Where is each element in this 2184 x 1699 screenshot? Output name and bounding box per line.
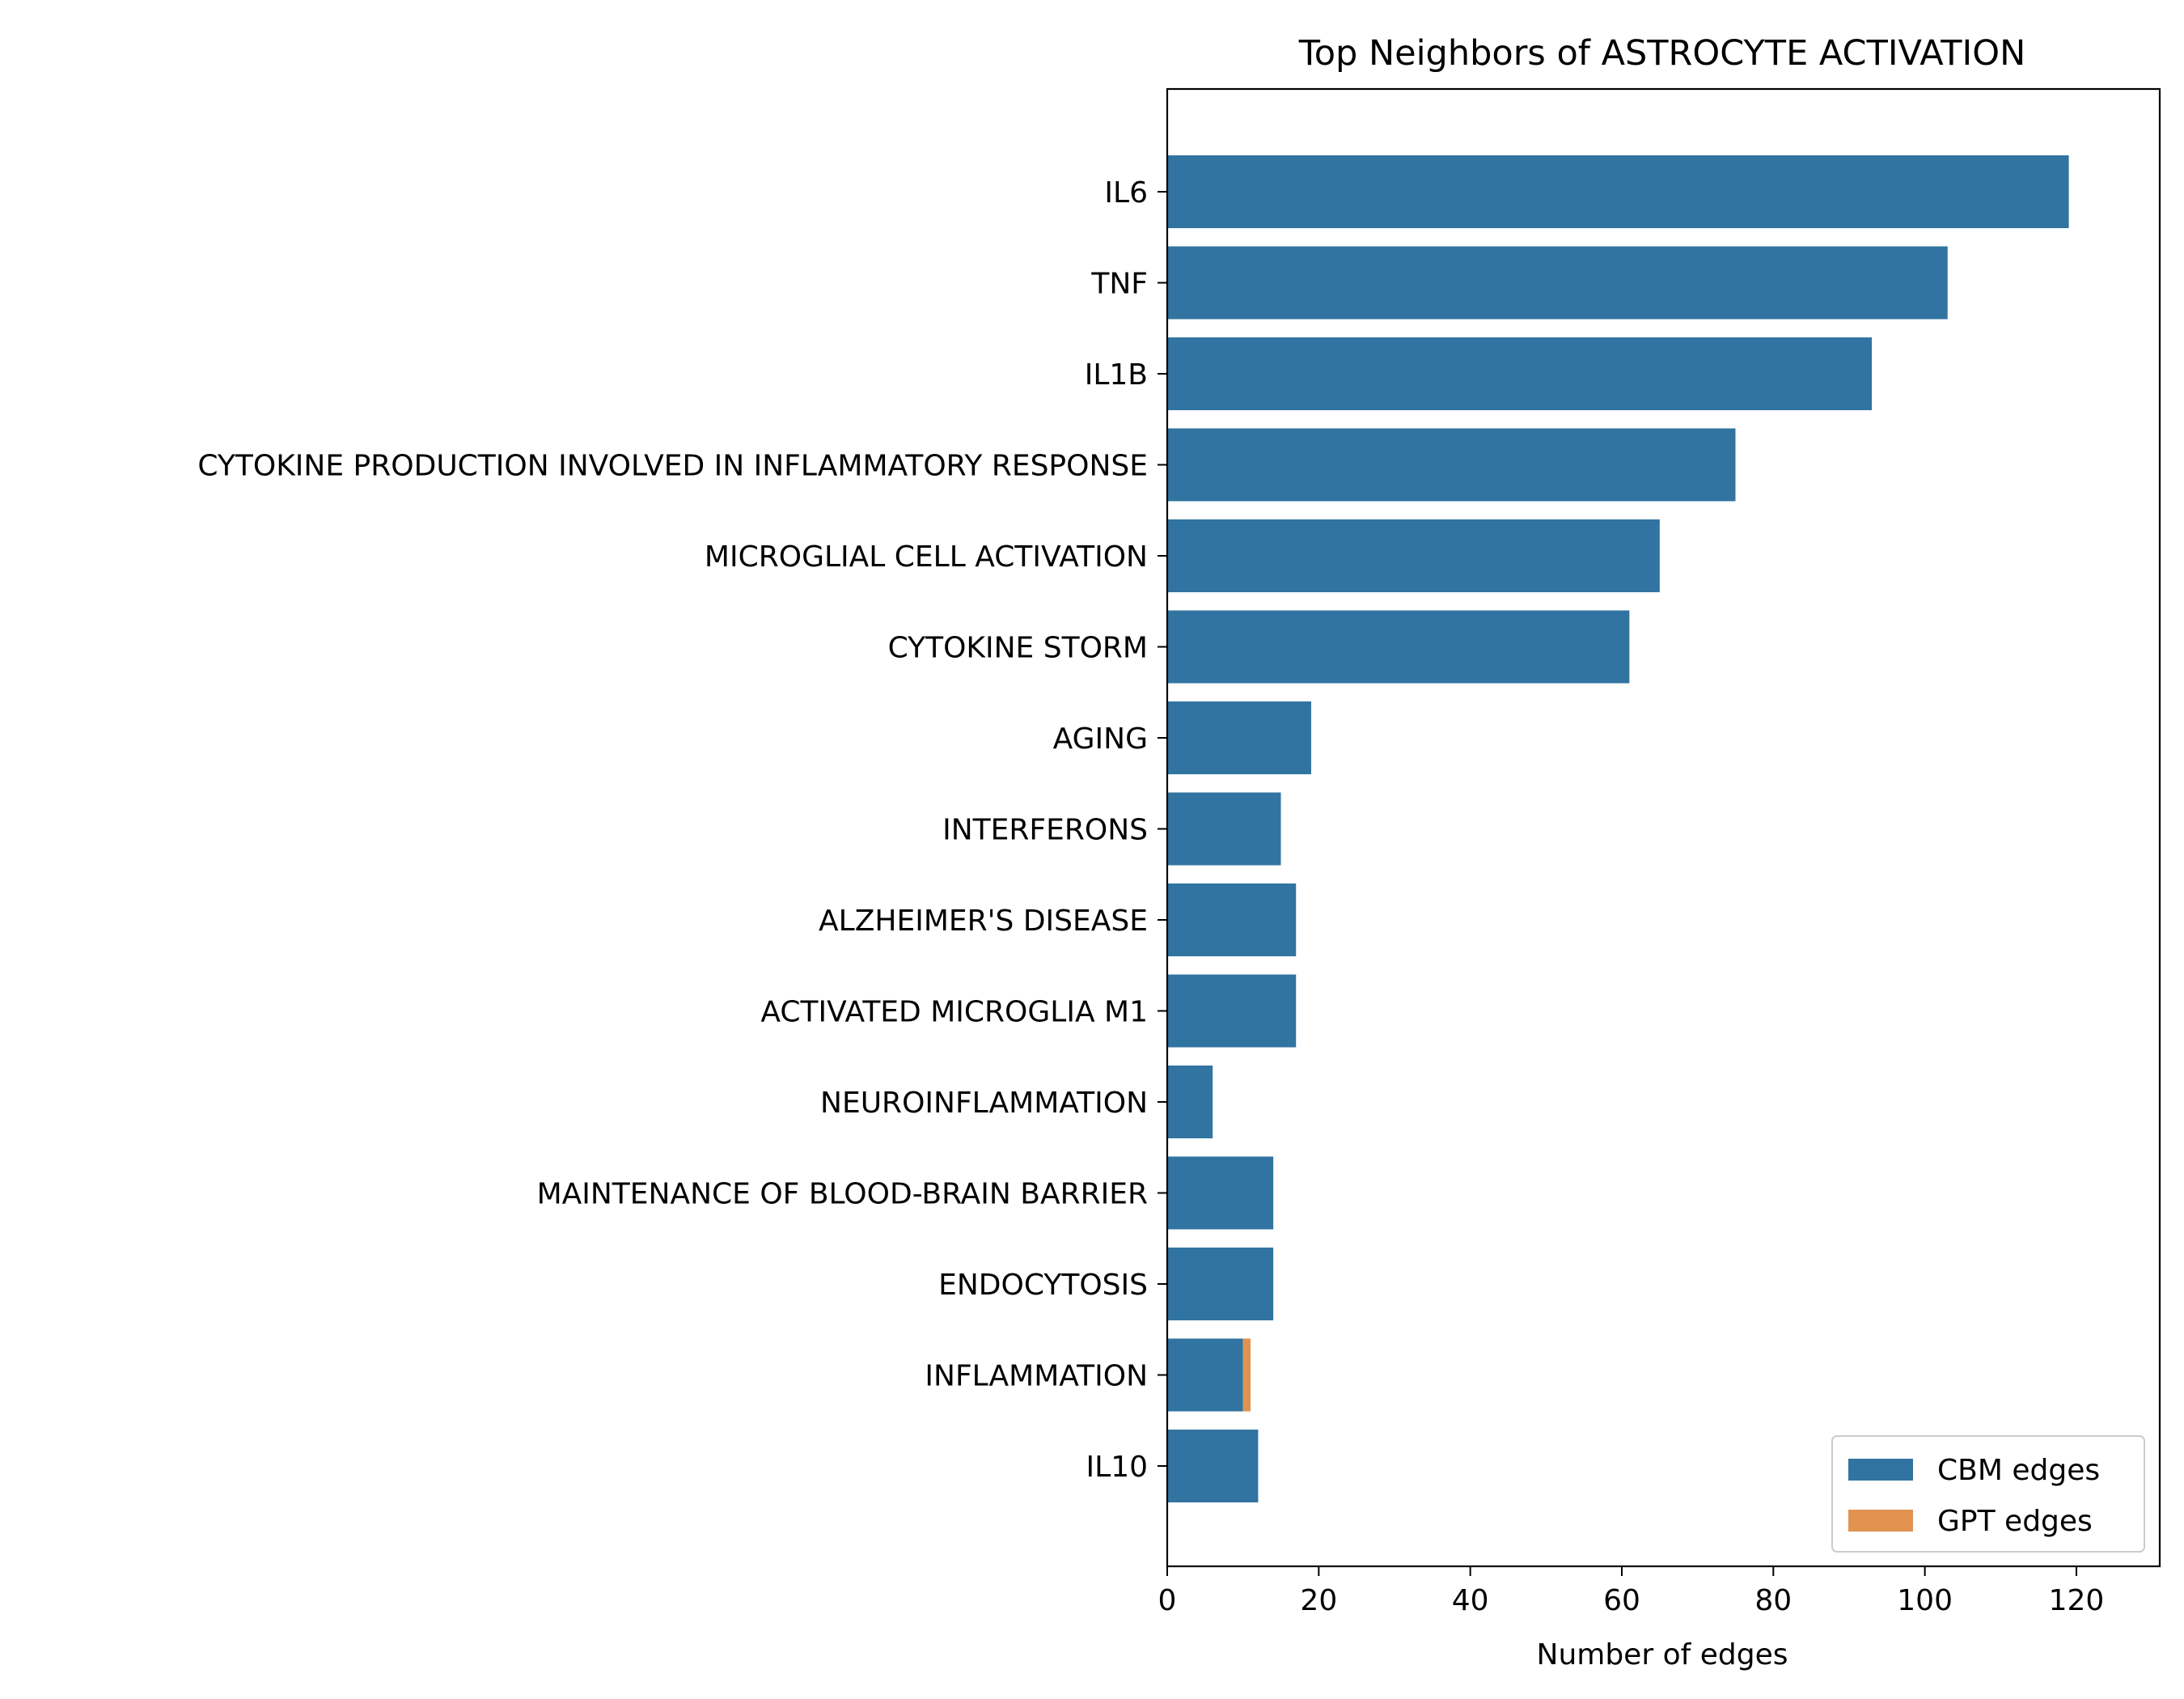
x-tick-label: 20: [1300, 1584, 1337, 1617]
y-tick-label: INFLAMMATION: [925, 1360, 1148, 1393]
bar-gpt-13: [1242, 1338, 1251, 1412]
bar-cbm-9: [1167, 974, 1297, 1048]
bar-cbm-11: [1167, 1156, 1274, 1230]
y-tick-label: ALZHEIMER'S DISEASE: [819, 905, 1148, 938]
bar-cbm-1: [1167, 246, 1948, 320]
bar-cbm-12: [1167, 1248, 1274, 1320]
y-tick-label: ENDOCYTOSIS: [938, 1269, 1148, 1302]
y-tick-label: IL1B: [1085, 358, 1148, 392]
x-tick-label: 120: [2049, 1584, 2105, 1617]
bar-cbm-13: [1167, 1338, 1243, 1412]
bar-cbm-0: [1167, 155, 2069, 228]
y-tick-label: IL10: [1086, 1451, 1148, 1484]
y-tick-label: INTERFERONS: [942, 814, 1148, 847]
bar-cbm-3: [1167, 428, 1736, 502]
plot-frame: [1166, 87, 2161, 1568]
y-tick-label: ACTIVATED MICROGLIA M1: [760, 996, 1148, 1029]
legend: CBM edges GPT edges: [1831, 1435, 2145, 1553]
chart-title: Top Neighbors of ASTROCYTE ACTIVATION: [1298, 33, 2026, 74]
y-tick-label: NEUROINFLAMMATION: [820, 1087, 1148, 1120]
x-ticks: 0 20 40 60 80 100 120: [1158, 1566, 2105, 1617]
axes-layer: [1166, 87, 2161, 1568]
legend-swatch-gpt: [1848, 1510, 1913, 1532]
legend-label-gpt: GPT edges: [1937, 1505, 2093, 1538]
y-tick-label: CYTOKINE PRODUCTION INVOLVED IN INFLAMMA…: [197, 450, 1148, 483]
y-tick-label: CYTOKINE STORM: [888, 632, 1148, 665]
y-tick-label: MAINTENANCE OF BLOOD-BRAIN BARRIER: [537, 1178, 1148, 1211]
bar-cbm-6: [1167, 701, 1311, 774]
y-tick-label: TNF: [1090, 268, 1148, 301]
bar-cbm-14: [1167, 1430, 1259, 1502]
x-axis-label: Number of edges: [1537, 1638, 1788, 1671]
bar-cbm-4: [1167, 519, 1660, 592]
legend-swatch-cbm: [1848, 1459, 1913, 1481]
y-tick-label: IL6: [1104, 176, 1148, 210]
y-tick-label: MICROGLIAL CELL ACTIVATION: [705, 540, 1148, 574]
bar-cbm-10: [1167, 1066, 1213, 1138]
x-tick-label: 100: [1897, 1584, 1953, 1617]
x-tick-label: 80: [1754, 1584, 1792, 1617]
x-tick-label: 0: [1158, 1584, 1177, 1617]
y-tick-label: AGING: [1053, 722, 1148, 756]
x-tick-label: 60: [1603, 1584, 1640, 1617]
bars-layer: [1167, 155, 2069, 1502]
bar-cbm-2: [1167, 337, 1873, 410]
bar-cbm-7: [1167, 792, 1281, 866]
bar-cbm-5: [1167, 610, 1630, 684]
y-ticks: IL6 TNF IL1B CYTOKINE PRODUCTION INVOLVED I…: [197, 176, 1167, 1484]
legend-label-cbm: CBM edges: [1937, 1454, 2100, 1487]
bar-cbm-8: [1167, 883, 1297, 956]
x-tick-label: 40: [1452, 1584, 1489, 1617]
